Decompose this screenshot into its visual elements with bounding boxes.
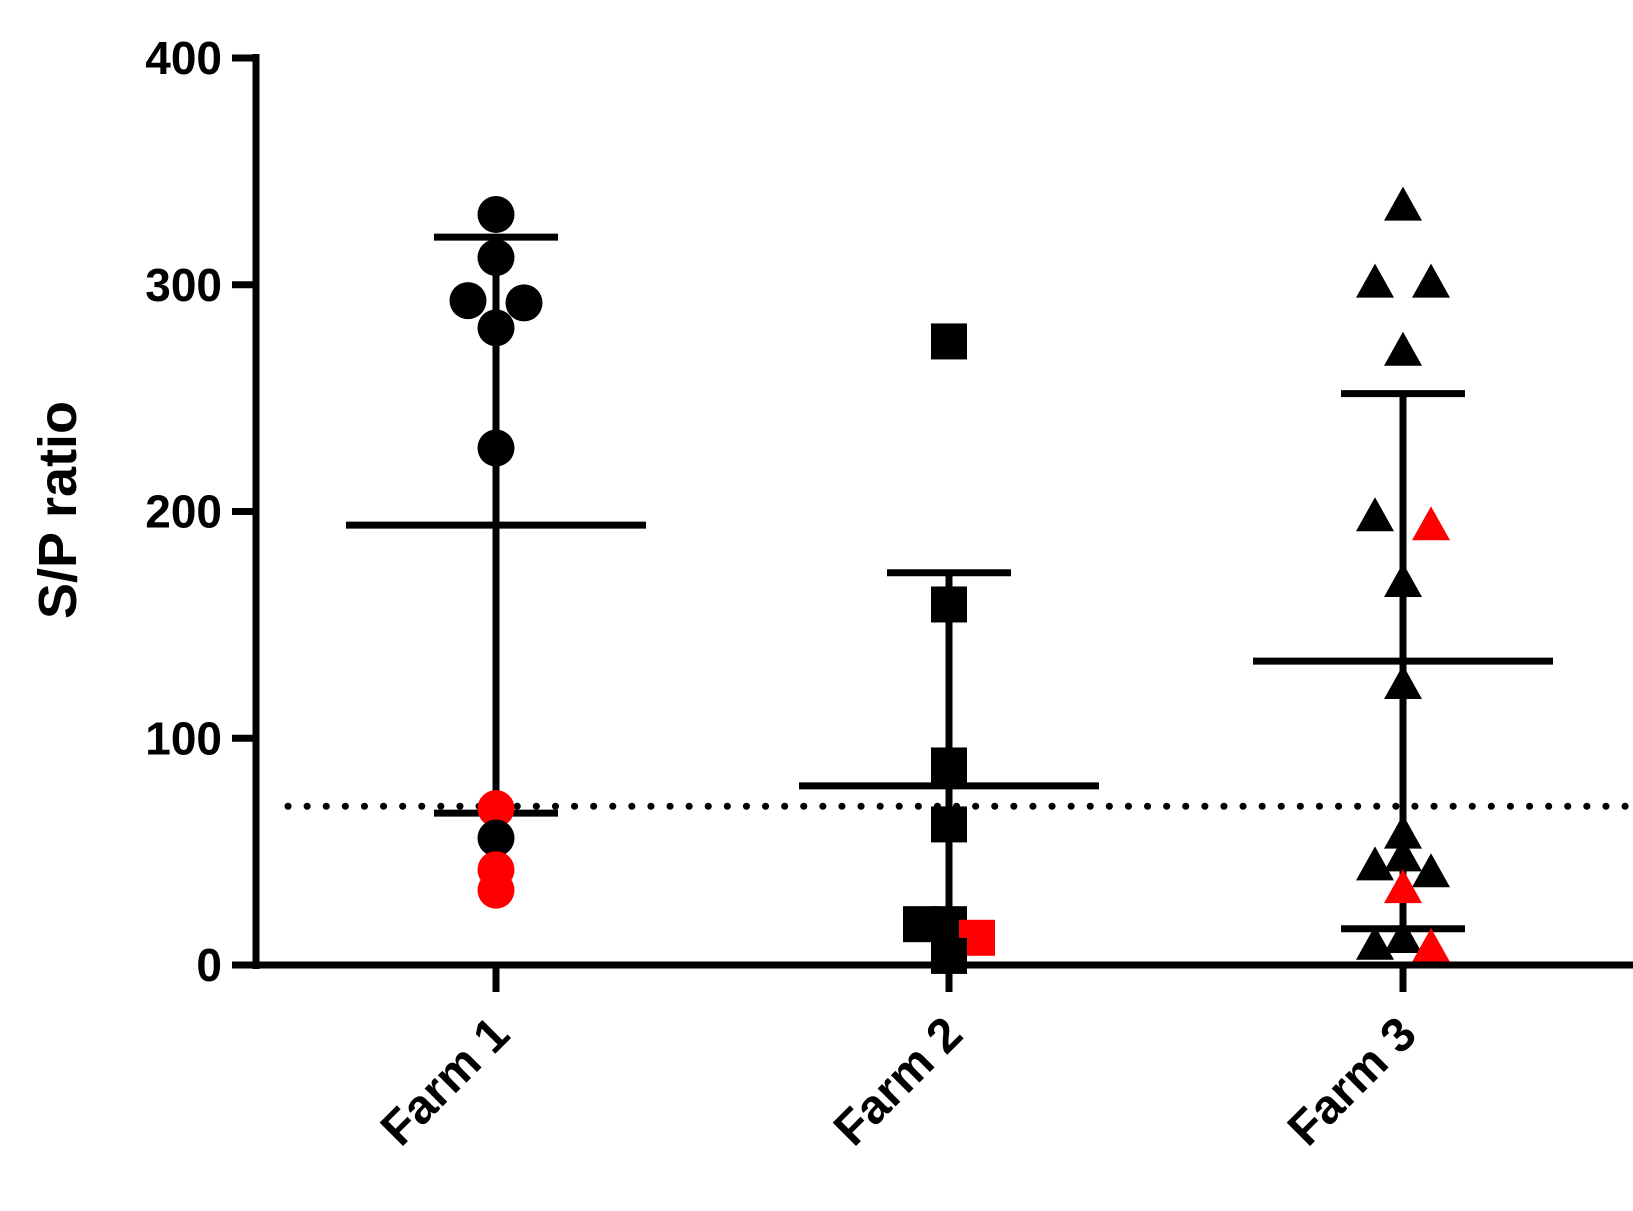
negative-triangle-point — [1384, 665, 1422, 700]
negative-triangle-point — [1356, 263, 1394, 298]
y-tick-label: 0 — [196, 939, 222, 991]
negative-circle-point — [477, 195, 515, 233]
y-tick-label: 100 — [145, 712, 222, 764]
positive-circle-point — [477, 871, 515, 909]
positive-triangle-point — [1412, 506, 1450, 541]
y-tick-label: 300 — [145, 259, 222, 311]
negative-circle-point — [449, 282, 487, 320]
negative-square-point — [931, 323, 967, 360]
y-tick-label: 200 — [145, 486, 222, 538]
positive-circle-point — [477, 790, 515, 828]
negative-triangle-point — [1384, 918, 1422, 953]
negative-square-point — [931, 806, 967, 843]
negative-circle-point — [477, 819, 515, 857]
axes-layer — [232, 54, 1633, 992]
positive-triangle-point — [1412, 928, 1450, 963]
negative-circle-point — [477, 309, 515, 347]
negative-triangle-point — [1384, 562, 1422, 597]
negative-triangle-point — [1356, 846, 1394, 881]
negative-square-point — [931, 586, 967, 623]
points-layer — [449, 186, 1450, 974]
negative-triangle-point — [1356, 497, 1394, 532]
negative-triangle-point — [1384, 837, 1422, 872]
negative-triangle-point — [1412, 853, 1450, 888]
negative-circle-point — [505, 284, 543, 322]
negative-triangle-point — [1356, 925, 1394, 960]
negative-square-point — [931, 747, 967, 784]
y-axis-title: S/P ratio — [28, 401, 88, 619]
negative-triangle-point — [1384, 186, 1422, 221]
positive-triangle-point — [1384, 869, 1422, 904]
y-tick-label: 400 — [145, 32, 222, 84]
negative-triangle-point — [1384, 331, 1422, 366]
negative-circle-point — [477, 429, 515, 467]
negative-triangle-point — [1384, 814, 1422, 849]
negative-triangle-point — [1412, 263, 1450, 298]
negative-circle-point — [477, 239, 515, 277]
negative-square-point — [903, 906, 939, 943]
